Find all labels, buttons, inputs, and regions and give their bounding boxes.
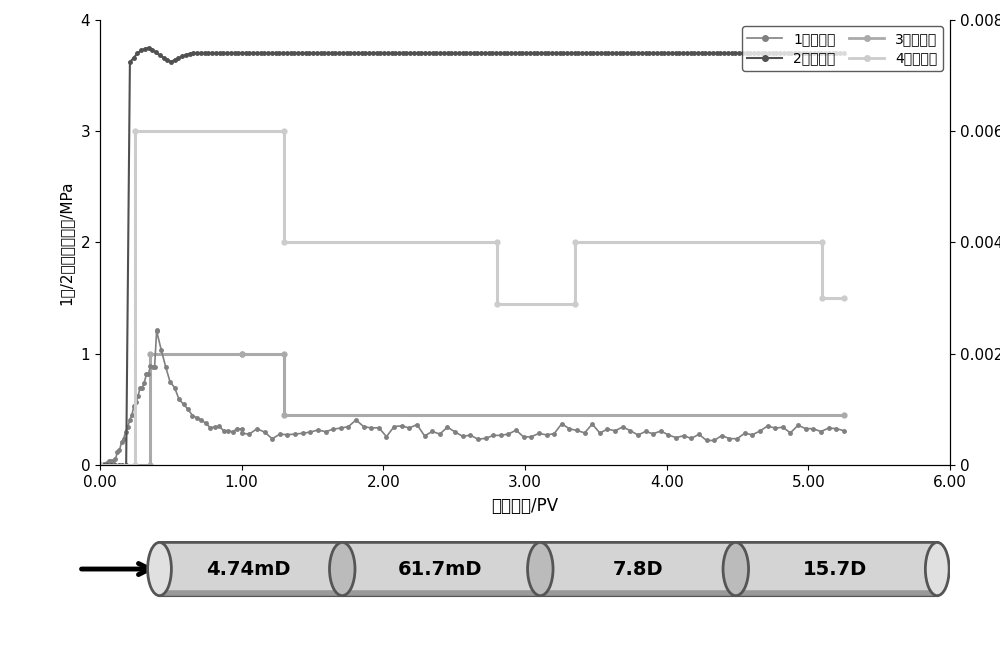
- Text: 7.8D: 7.8D: [613, 559, 663, 579]
- Ellipse shape: [148, 542, 171, 596]
- Text: 4.74mD: 4.74mD: [207, 559, 291, 579]
- Ellipse shape: [330, 542, 355, 596]
- FancyBboxPatch shape: [160, 542, 937, 596]
- Ellipse shape: [528, 542, 553, 596]
- Text: 15.7D: 15.7D: [803, 559, 867, 579]
- Legend: 1号传感器, 2号传感器, 3号传感器, 4号传感器: 1号传感器, 2号传感器, 3号传感器, 4号传感器: [742, 27, 943, 71]
- Text: 61.7mD: 61.7mD: [398, 559, 482, 579]
- X-axis label: 注入倍数/PV: 注入倍数/PV: [491, 497, 559, 515]
- Y-axis label: 1号/2号传感器压力/MPa: 1号/2号传感器压力/MPa: [59, 180, 74, 305]
- Ellipse shape: [723, 542, 749, 596]
- Ellipse shape: [925, 542, 949, 596]
